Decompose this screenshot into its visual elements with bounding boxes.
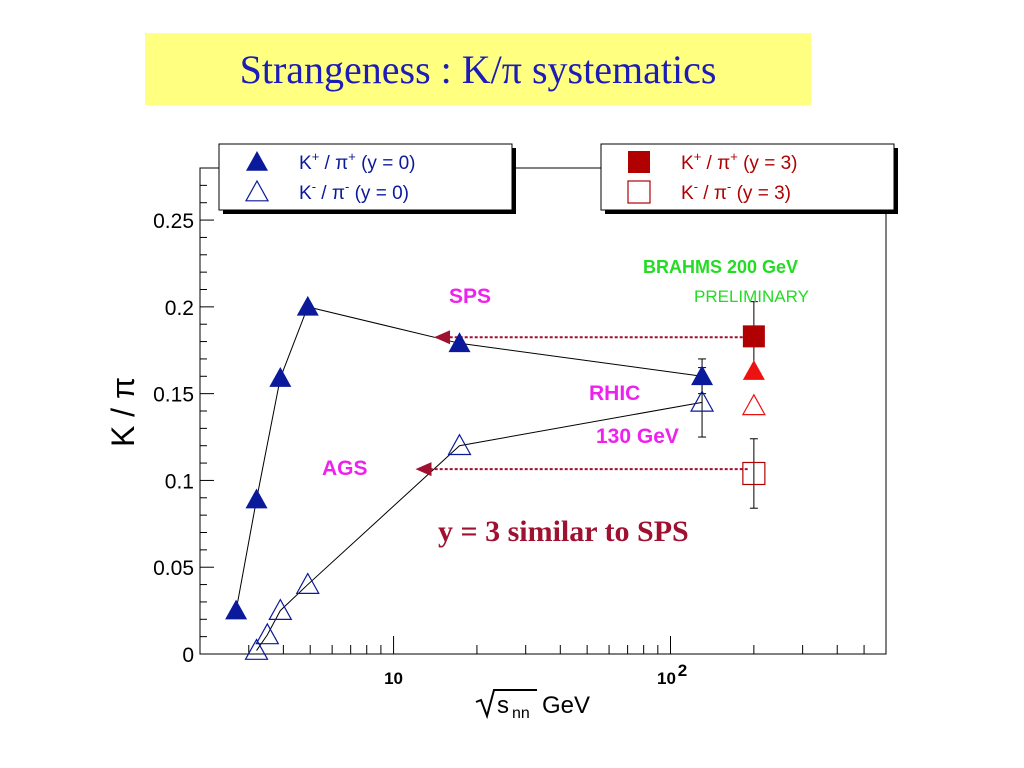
arrow-head bbox=[434, 330, 451, 345]
y-tick-label: 0.1 bbox=[165, 470, 194, 493]
sqrt-sign bbox=[475, 689, 537, 720]
plot-frame bbox=[199, 167, 887, 655]
arrow bbox=[434, 330, 748, 345]
filled-triangle-marker bbox=[245, 488, 268, 509]
filled-triangle-marker bbox=[448, 332, 471, 353]
open-triangle-marker bbox=[295, 572, 320, 594]
x-tick-label: 10 2 bbox=[657, 661, 687, 688]
y-axis-label: K / π bbox=[105, 377, 141, 447]
legend-entry: K+ / π+ (y = 3) bbox=[681, 149, 797, 174]
series-line bbox=[256, 401, 703, 651]
legend-y3: K+ / π+ (y = 3) K- / π- (y = 3) bbox=[600, 143, 898, 214]
legend-frame bbox=[218, 143, 513, 211]
x-tick-base: 10 bbox=[384, 669, 403, 688]
legend-y0: K+ / π+ (y = 0) K- / π- (y = 0) bbox=[218, 143, 516, 214]
label-sps: SPS bbox=[449, 285, 491, 308]
label-brahms: BRAHMS 200 GeV bbox=[643, 257, 798, 277]
open-triangle-marker bbox=[741, 393, 766, 416]
x-tick-label: 10 bbox=[384, 669, 403, 688]
y-tick-label: 0 bbox=[182, 644, 194, 667]
y-tick-label: 0.2 bbox=[165, 297, 194, 320]
open-triangle-marker bbox=[244, 179, 270, 202]
x-axis-label-sub: nn bbox=[512, 705, 530, 722]
open-square-marker bbox=[742, 461, 766, 486]
open-triangle-marker bbox=[690, 390, 715, 412]
x-axis-label-unit: GeV bbox=[542, 692, 590, 719]
filled-triangle-marker bbox=[246, 151, 268, 171]
filled-square-marker bbox=[628, 151, 650, 173]
statement-text: y = 3 similar to SPS bbox=[438, 515, 689, 548]
y-tick-label: 0.25 bbox=[153, 210, 194, 233]
label-preliminary: PRELIMINARY bbox=[694, 287, 809, 306]
x-axis-label-main: s bbox=[497, 692, 509, 719]
filled-triangle-marker bbox=[691, 365, 714, 386]
legend-entry: K+ / π+ (y = 0) bbox=[299, 149, 415, 174]
label-rhic: RHIC bbox=[589, 382, 640, 405]
open-triangle-marker bbox=[268, 598, 293, 621]
label-ags: AGS bbox=[322, 457, 368, 480]
legend-entry: K- / π- (y = 3) bbox=[681, 179, 791, 204]
open-square-marker bbox=[627, 180, 651, 204]
legend-entry: K- / π- (y = 0) bbox=[299, 179, 409, 204]
label-rhic-energy: 130 GeV bbox=[596, 425, 679, 448]
x-tick-exp: 2 bbox=[678, 661, 687, 680]
arrow-head bbox=[415, 462, 432, 477]
y-tick-label: 0.05 bbox=[153, 557, 194, 580]
filled-triangle-marker bbox=[742, 360, 765, 380]
open-triangle-marker bbox=[447, 433, 472, 456]
filled-square-marker bbox=[742, 325, 765, 348]
page-title: Strangeness : K/π systematics bbox=[239, 46, 717, 92]
x-tick-base: 10 bbox=[657, 669, 676, 688]
open-triangle-marker bbox=[255, 622, 280, 645]
y-tick-label: 0.15 bbox=[153, 384, 194, 407]
x-axis-label: s nn GeV bbox=[475, 689, 590, 722]
series-line bbox=[235, 306, 703, 611]
arrow bbox=[415, 462, 748, 477]
filled-triangle-marker bbox=[225, 599, 248, 620]
filled-triangle-marker bbox=[269, 367, 292, 387]
open-triangle-marker bbox=[244, 638, 269, 660]
filled-triangle-marker bbox=[296, 295, 319, 316]
title-box: Strangeness : K/π systematics bbox=[145, 33, 811, 105]
